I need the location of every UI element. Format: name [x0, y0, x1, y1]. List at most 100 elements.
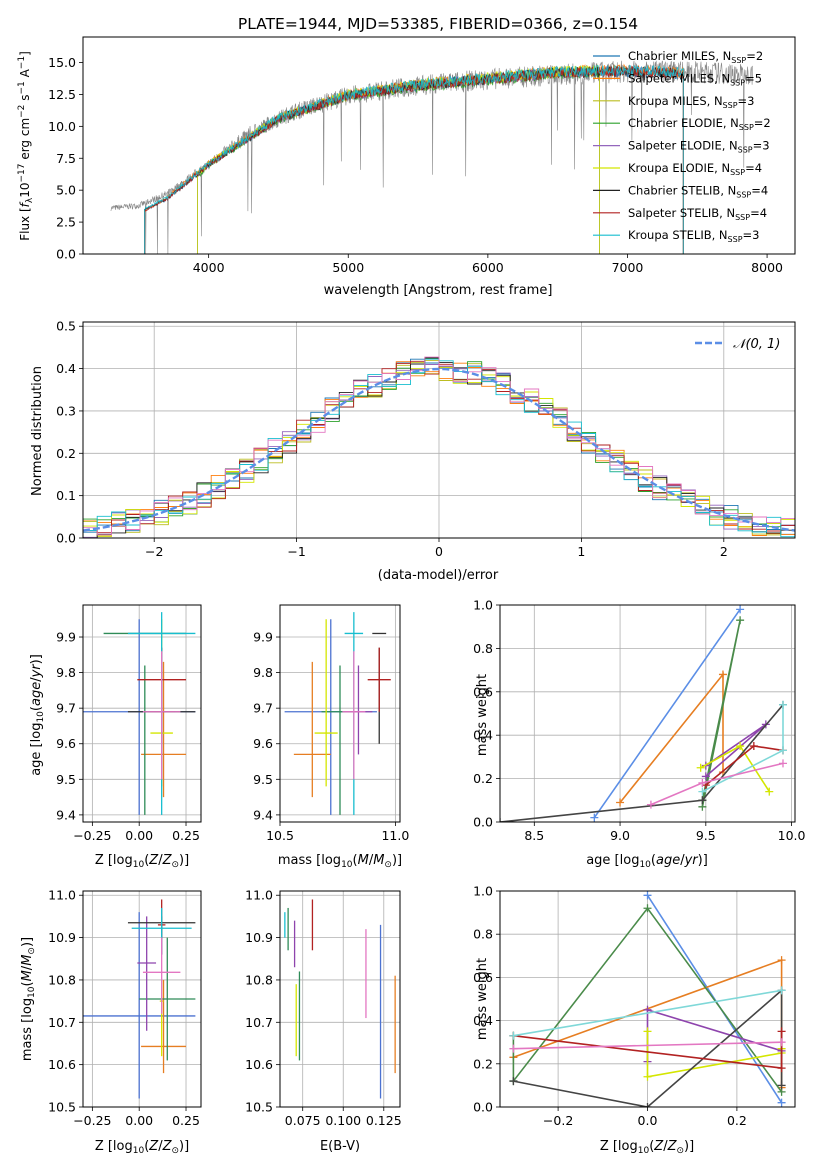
x-tick-label: 4000 [193, 260, 225, 275]
weight-line [705, 723, 767, 778]
weight-marker [777, 1027, 786, 1036]
legend-subscript: SSP [735, 213, 750, 222]
weight-z-plot-area: −0.2 0.0 0.2 0.0 0.2 0.4 0.6 0.8 1.0 [473, 884, 796, 1128]
z-age-y-label: age [log10(age/yr)] [29, 654, 46, 776]
y-tick-label: 10.8 [48, 972, 76, 987]
plot-content [83, 356, 795, 538]
y-tick-label: 0.2 [473, 771, 493, 786]
y-tick-label: 0.4 [56, 361, 76, 376]
x-tick-label: 0.25 [172, 1113, 200, 1128]
y-tick-label: 10.7 [48, 1015, 76, 1030]
x-tick-label: 0.075 [285, 1113, 321, 1128]
weight-age-plot-area: 8.5 9.0 9.5 10.0 0.0 0.2 0.4 0.6 0.8 1.0 [473, 598, 805, 844]
x-tick-label: −0.2 [543, 1113, 573, 1128]
weight-marker [643, 1027, 652, 1036]
legend-value: =3 [738, 94, 755, 108]
ebv-mass-plot-area: 0.075 0.100 0.125 10.5 10.6 10.7 10.8 10.9 11.0 [245, 888, 402, 1128]
residuals-y-label: Normed distribution [30, 366, 45, 496]
legend-value: =4 [745, 161, 762, 175]
legend-value: =4 [751, 183, 768, 197]
mass-age-plot-area: 10.5 11.0 9.4 9.5 9.6 9.7 9.8 9.9 [253, 604, 409, 843]
plot-content [509, 891, 786, 1107]
y-tick-label: 0.4 [473, 728, 493, 743]
y-tick-label: 10.9 [245, 930, 273, 945]
weight-line [593, 608, 741, 819]
y-tick-label: 0.8 [473, 927, 493, 942]
spectrum-model-line [144, 65, 684, 254]
weight-line [513, 1041, 782, 1050]
weight-marker [696, 763, 705, 772]
y-tick-label: 0.3 [56, 403, 76, 418]
plot-content [110, 60, 754, 254]
x-tick-label: −2 [145, 544, 163, 559]
y-tick-label: 0.2 [473, 1056, 493, 1071]
y-tick-label: 10.5 [245, 1100, 273, 1115]
legend-value: =2 [754, 116, 771, 130]
y-tick-label: 9.5 [253, 772, 273, 787]
legend-label: Kroupa STELIB, NSSP=3 [628, 228, 759, 244]
y-tick-label: 12.5 [48, 87, 76, 102]
axes-frame [499, 890, 796, 1108]
axes-frame [279, 604, 401, 823]
plot-content [83, 899, 196, 1099]
weight-marker [646, 800, 655, 809]
weight-age-y-label: mass weight [475, 674, 490, 756]
weight-marker [698, 787, 707, 796]
legend-subscript: SSP [739, 123, 754, 132]
z-mass-y-label: mass [log10(M/M⊙)] [20, 937, 37, 1061]
x-tick-label: 9.0 [610, 828, 630, 843]
weight-marker [701, 772, 710, 781]
z-age-x-label: Z [log10(Z/Z⊙)] [95, 853, 189, 870]
normal-curve [83, 367, 795, 532]
y-tick-label: 10.0 [48, 119, 76, 134]
legend-subscript: SSP [728, 235, 743, 244]
y-tick-label: 10.8 [245, 972, 273, 987]
legend-value: =5 [745, 71, 762, 85]
y-tick-label: 0.6 [473, 970, 493, 985]
x-tick-label: 10.5 [266, 828, 294, 843]
y-tick-label: 10.6 [48, 1057, 76, 1072]
y-tick-label: 9.9 [253, 630, 273, 645]
weight-marker [777, 1064, 786, 1073]
weight-z-y-label: mass weight [475, 958, 490, 1040]
spectrum-x-label: wavelength [Angstrom, rest frame] [324, 283, 553, 298]
weight-marker [749, 742, 758, 751]
spectrum-y-label: Flux [fλ10−17 erg cm−2 s−1 A−1] [17, 51, 35, 241]
weight-line [500, 704, 784, 822]
legend-subscript: SSP [730, 168, 745, 177]
x-tick-label: 0.00 [125, 828, 153, 843]
x-tick-label: 6000 [472, 260, 504, 275]
y-tick-label: 10.5 [48, 1100, 76, 1115]
legend-label: Salpeter ELODIE, NSSP=3 [628, 139, 770, 155]
spectrum-title: PLATE=1944, MJD=53385, FIBERID=0366, z=0… [238, 15, 638, 33]
y-tick-label: 15.0 [48, 55, 76, 70]
z-age-panel: −0.25 0.00 0.25 9.4 9.5 9.6 9.7 9.8 9.9 Z [log10… [29, 604, 202, 870]
normal-legend-label: 𝒩(0, 1) [733, 337, 780, 352]
y-tick-label: 0.8 [473, 641, 493, 656]
y-tick-label: 0.4 [473, 1013, 493, 1028]
y-tick-label: 1.0 [473, 598, 493, 613]
spectrum-data-line [110, 60, 754, 254]
spectrum-panel: PLATE=1944, MJD=53385, FIBERID=0366, z=0… [17, 15, 796, 298]
weight-marker [643, 891, 652, 900]
legend-label: Chabrier MILES, NSSP=2 [628, 49, 763, 65]
weight-marker [698, 796, 707, 805]
weight-marker [778, 759, 787, 768]
y-tick-label: 9.7 [253, 701, 273, 716]
legend-subscript: SSP [738, 146, 753, 155]
legend-subscript: SSP [731, 56, 746, 65]
weight-marker [778, 746, 787, 755]
x-tick-label: 8000 [751, 260, 783, 275]
x-tick-label: 0.25 [172, 828, 200, 843]
x-tick-label: 10.0 [778, 828, 806, 843]
weight-marker [643, 1072, 652, 1081]
y-tick-label: 0.0 [56, 531, 76, 546]
y-tick-label: 0.2 [56, 446, 76, 461]
weight-marker [643, 904, 652, 913]
histogram-step [83, 356, 795, 537]
x-tick-label: 0 [435, 544, 443, 559]
y-tick-label: 9.6 [56, 736, 76, 751]
legend-subscript: SSP [723, 101, 738, 110]
legend-label: Chabrier STELIB, NSSP=4 [628, 183, 768, 199]
